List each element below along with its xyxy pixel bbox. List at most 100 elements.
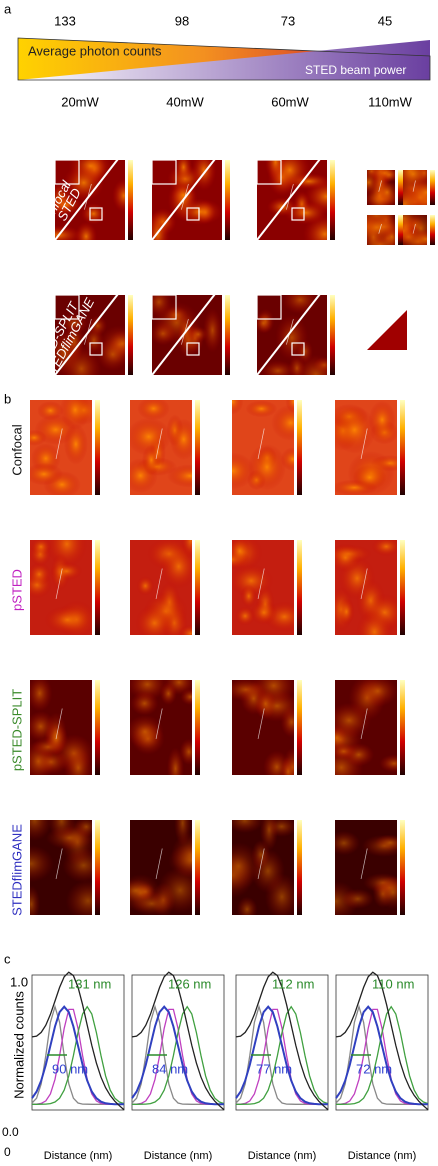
blob [126, 715, 164, 748]
x-axis-label: Distance (nm) [44, 1150, 112, 1162]
blob [248, 444, 286, 490]
blob [226, 808, 264, 833]
colorbar [195, 680, 200, 775]
y-max: 1.0 [10, 974, 28, 989]
blob [265, 143, 286, 182]
blob [27, 675, 53, 712]
blob [265, 874, 299, 921]
colorbar [430, 170, 435, 205]
y-min: 0.0 [2, 1125, 19, 1139]
fwhm-top: 126 nm [168, 976, 211, 991]
colorbar [400, 400, 405, 495]
micrograph [146, 287, 230, 375]
colorbar [95, 820, 100, 915]
blob [241, 585, 257, 608]
blobs [325, 537, 406, 655]
photon-count: 73 [281, 13, 295, 28]
panel-label: a [4, 1, 12, 16]
micrograph [130, 522, 203, 642]
power-title: STED beam power [305, 63, 406, 77]
colorbar [128, 295, 133, 375]
blob [354, 210, 399, 244]
row-label: pSTED [9, 569, 24, 611]
x-axis-label: Distance (nm) [144, 1150, 212, 1162]
colorbar [225, 295, 230, 375]
fwhm-bottom: 84 nm [152, 1061, 188, 1076]
micrograph [22, 390, 100, 499]
colorbar [297, 820, 302, 915]
micrograph [22, 520, 100, 638]
blob [66, 880, 110, 922]
colorbar [330, 160, 335, 240]
fwhm-top: 131 nm [68, 976, 111, 991]
colorbar [95, 540, 100, 635]
blob [50, 562, 82, 581]
x-axis-label: Distance (nm) [248, 1150, 316, 1162]
blob [229, 537, 251, 566]
blobs [357, 156, 403, 219]
blob [23, 886, 41, 923]
blob [75, 222, 97, 251]
blob [222, 389, 244, 414]
blob [25, 463, 63, 485]
colorbar [400, 540, 405, 635]
micrograph [212, 808, 302, 922]
micrograph [254, 286, 338, 394]
power-label: 60mW [271, 94, 309, 109]
fwhm-bottom: 90 nm [52, 1061, 88, 1076]
micrograph [123, 397, 212, 495]
colorbar [297, 680, 302, 775]
blob [342, 889, 374, 909]
colorbar [398, 170, 403, 205]
blob [358, 675, 398, 707]
colorbar [430, 215, 435, 245]
colorbar [95, 680, 100, 775]
micrograph [357, 156, 403, 219]
colorbar [297, 540, 302, 635]
micrograph [22, 675, 100, 789]
colorbar [297, 400, 302, 495]
blob [44, 605, 91, 634]
blobs [352, 199, 405, 259]
photon-count: 45 [378, 13, 392, 28]
panel-label: c [4, 951, 11, 966]
colorbar [95, 400, 100, 495]
blob [284, 201, 328, 224]
blob [255, 688, 276, 719]
blob [280, 757, 296, 786]
x-axis-label: Distance (nm) [348, 1150, 416, 1162]
blob [329, 543, 361, 572]
power-label: 110mW [368, 94, 413, 109]
blob [211, 452, 255, 489]
blob [175, 153, 193, 182]
colorbar [398, 215, 403, 245]
micrograph [214, 534, 305, 635]
blob [136, 576, 154, 596]
row-label: Confocal [9, 424, 24, 475]
blob [22, 430, 47, 446]
micrograph [314, 820, 408, 921]
blob [26, 711, 55, 742]
blob [137, 397, 170, 421]
blob [260, 809, 278, 851]
micrograph [352, 199, 405, 259]
colorbar [225, 160, 230, 240]
page: {"panel_a": {"label": "a", "photon_count… [0, 0, 438, 1166]
micrograph [116, 800, 215, 918]
blob [369, 401, 396, 440]
colorbar [330, 295, 335, 375]
colorbar [195, 540, 200, 635]
blob [372, 537, 401, 557]
blob [282, 286, 318, 314]
blob [245, 400, 277, 417]
micrograph [146, 150, 230, 256]
blob [174, 800, 191, 846]
micrograph [211, 389, 310, 495]
blob [60, 390, 91, 430]
blob [353, 465, 387, 490]
blob [338, 598, 355, 625]
fwhm-bottom: 72 nm [356, 1061, 392, 1076]
cropped-image [367, 310, 407, 350]
row-label: pSTED-SPLIT [9, 689, 24, 771]
micrograph [257, 143, 348, 254]
